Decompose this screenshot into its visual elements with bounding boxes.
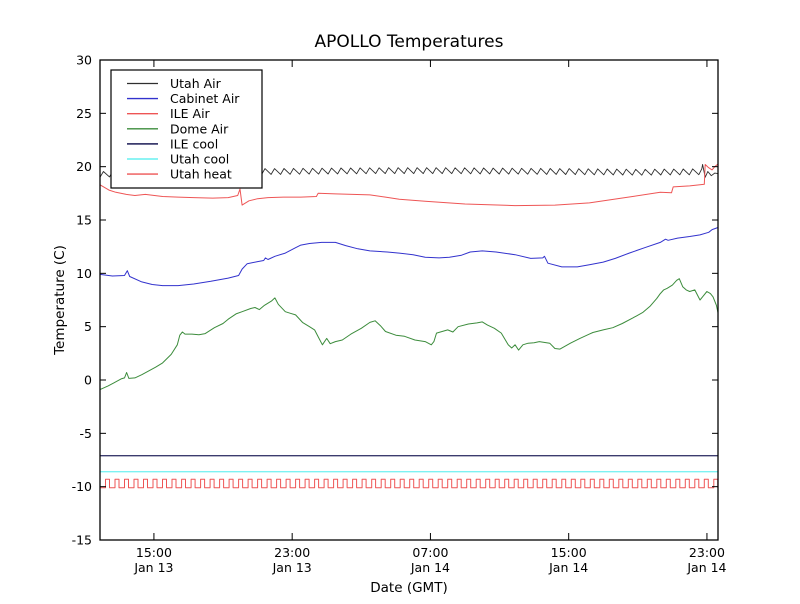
y-tick-label: 30 [76,53,92,68]
legend-label-utah-cool: Utah cool [170,152,229,167]
plot-frame [99,59,719,541]
y-axis-label: Temperature (C) [52,245,68,356]
legend-label-ile-air: ILE Air [170,106,211,121]
y-tick-label: -10 [72,479,92,494]
y-tick-label: 5 [84,319,92,334]
x-tick-time-label: 23:00 [274,545,310,560]
x-tick-date-label: Jan 14 [548,560,588,575]
x-tick-time-label: 23:00 [689,545,725,560]
y-tick-label: -15 [72,533,92,548]
series-utah-heat [100,478,719,489]
series-layer [99,163,719,489]
x-tick-time-label: 15:00 [551,545,587,560]
x-axis-label: Date (GMT) [370,580,447,596]
series-ile-air [99,163,719,207]
y-tick-label: -5 [80,426,92,441]
chart-title: APOLLO Temperatures [315,32,504,52]
legend-label-ile-cool: ILE cool [170,136,218,151]
x-tick-time-label: 15:00 [136,545,172,560]
y-tick-label: 10 [76,266,92,281]
y-tick-label: 25 [76,106,92,121]
legend-label-cabinet-air: Cabinet Air [170,91,240,106]
x-tick-time-label: 07:00 [412,545,448,560]
legend-label-dome-air: Dome Air [170,121,229,136]
series-cabinet-air [99,227,719,287]
series-dome-air [99,278,719,391]
y-tick-label: 20 [76,159,92,174]
y-tick-label: 15 [76,213,92,228]
x-tick-date-label: Jan 13 [133,560,173,575]
legend-label-utah-air: Utah Air [170,76,222,91]
x-tick-date-label: Jan 14 [686,560,726,575]
legend-label-utah-heat: Utah heat [170,167,232,182]
x-tick-date-label: Jan 14 [410,560,450,575]
x-tick-date-label: Jan 13 [272,560,312,575]
y-tick-label: 0 [84,373,92,388]
